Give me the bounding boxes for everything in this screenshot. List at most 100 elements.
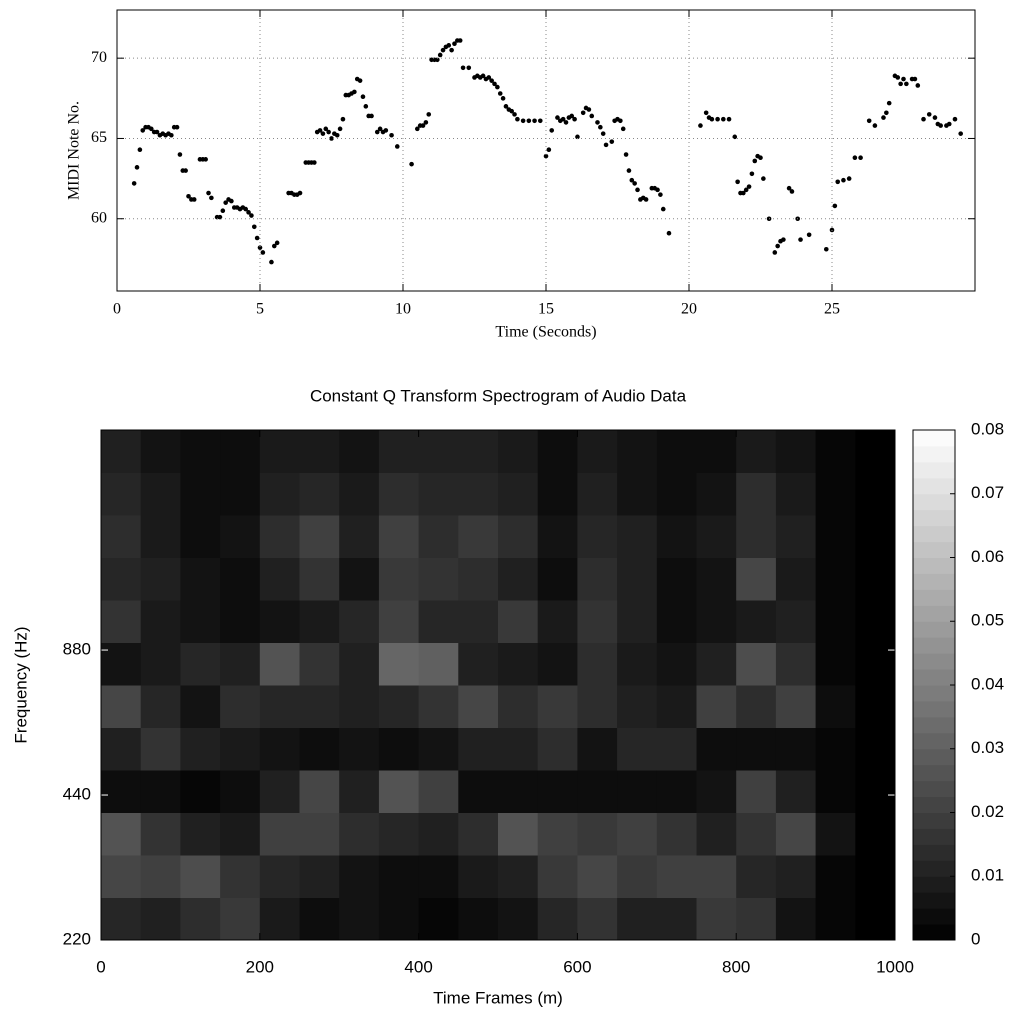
data-point	[134, 165, 140, 170]
data-point	[229, 198, 234, 204]
data-point	[886, 100, 892, 106]
heatmap-cell	[458, 685, 499, 728]
data-point	[209, 195, 214, 201]
heatmap-cell	[339, 812, 380, 856]
x-tick-label: 20	[681, 301, 697, 318]
data-point	[352, 89, 357, 95]
colorbar-step	[913, 908, 955, 925]
heatmap-cell	[736, 727, 777, 771]
heatmap-cell	[220, 642, 261, 686]
heatmap-cell	[378, 685, 420, 728]
heatmap-cell	[855, 515, 896, 558]
colorbar-step	[913, 493, 955, 511]
data-point	[440, 47, 446, 53]
heatmap-cell	[418, 897, 459, 941]
heatmap-cell	[855, 685, 896, 728]
heatmap-cell	[537, 642, 578, 686]
heatmap-cell	[775, 430, 817, 473]
colorbar-step	[913, 445, 955, 463]
heatmap-cell	[259, 770, 300, 813]
heatmap-cell	[259, 642, 300, 686]
data-point	[512, 112, 517, 117]
data-point	[832, 203, 838, 209]
heatmap-cell	[180, 430, 221, 473]
heatmap-cell	[299, 515, 340, 558]
heatmap-cell	[696, 430, 737, 473]
heatmap-cell	[180, 557, 221, 601]
data-point	[560, 116, 566, 122]
colorbar-tick-label: 0.03	[971, 738, 1004, 757]
x-tick-label: 1000	[876, 957, 914, 976]
data-point	[269, 259, 274, 265]
data-point	[435, 57, 440, 63]
data-point	[177, 152, 183, 157]
heatmap-cell	[378, 472, 420, 516]
data-point	[735, 179, 740, 185]
x-tick-label: 400	[404, 957, 432, 976]
plot-frame	[100, 429, 896, 941]
data-point	[872, 123, 878, 128]
heatmap-cell	[537, 770, 578, 813]
data-point	[489, 78, 494, 83]
heatmap-cell	[299, 770, 340, 813]
heatmap-cell	[101, 642, 142, 686]
heatmap-cell	[498, 770, 539, 813]
x-tick-label: 600	[563, 957, 591, 976]
data-point	[257, 245, 263, 250]
data-point	[726, 116, 732, 122]
heatmap-cell	[617, 515, 658, 558]
heatmap-cell	[577, 600, 618, 643]
data-point	[174, 124, 180, 130]
heatmap-cell	[656, 897, 697, 941]
data-point	[154, 129, 160, 135]
data-point	[251, 224, 257, 230]
data-point	[480, 73, 486, 79]
heatmap-cell	[855, 430, 896, 473]
heatmap-cell	[656, 855, 697, 898]
data-point	[340, 116, 346, 122]
heatmap-cell	[775, 727, 817, 771]
heatmap-cell	[339, 600, 380, 643]
data-point	[926, 112, 932, 117]
heatmap-cell	[378, 600, 420, 643]
heatmap-cell	[458, 727, 499, 771]
data-point	[297, 190, 303, 196]
data-point	[898, 81, 903, 87]
data-point	[446, 43, 452, 48]
colorbar-tick-label: 0.05	[971, 611, 1004, 630]
heatmap-cell	[537, 812, 578, 856]
heatmap-cell	[220, 897, 261, 941]
heatmap-cell	[736, 515, 777, 558]
colorbar-step	[913, 844, 955, 861]
data-point	[932, 115, 938, 120]
heatmap-cell	[775, 897, 817, 941]
heatmap-cell	[617, 685, 658, 728]
heatmap-cell	[855, 897, 896, 941]
colorbar-step	[913, 477, 955, 495]
heatmap-cell	[101, 855, 142, 898]
data-point	[658, 192, 663, 197]
heatmap-cell	[815, 472, 856, 516]
heatmap-cell	[140, 557, 181, 601]
heatmap-cell	[378, 770, 420, 813]
heatmap-cell	[259, 515, 300, 558]
heatmap-cell	[577, 727, 618, 771]
colorbar-step	[913, 892, 955, 909]
data-point	[655, 187, 660, 193]
heatmap-cell	[339, 515, 380, 558]
data-point	[835, 179, 841, 185]
heatmap-cell	[339, 855, 380, 898]
heatmap-cell	[498, 685, 539, 728]
data-point	[246, 210, 251, 215]
heatmap-cell	[537, 515, 578, 558]
data-point	[423, 120, 429, 125]
heatmap-cell	[180, 897, 221, 941]
heatmap-cell	[577, 642, 618, 686]
heatmap-cell	[180, 727, 221, 771]
data-point	[595, 120, 600, 125]
heatmap-cell	[855, 472, 896, 516]
heatmap-cell	[259, 557, 300, 601]
heatmap-cell	[617, 600, 658, 643]
heatmap-cell	[775, 770, 817, 813]
heatmap-cell	[577, 430, 618, 473]
